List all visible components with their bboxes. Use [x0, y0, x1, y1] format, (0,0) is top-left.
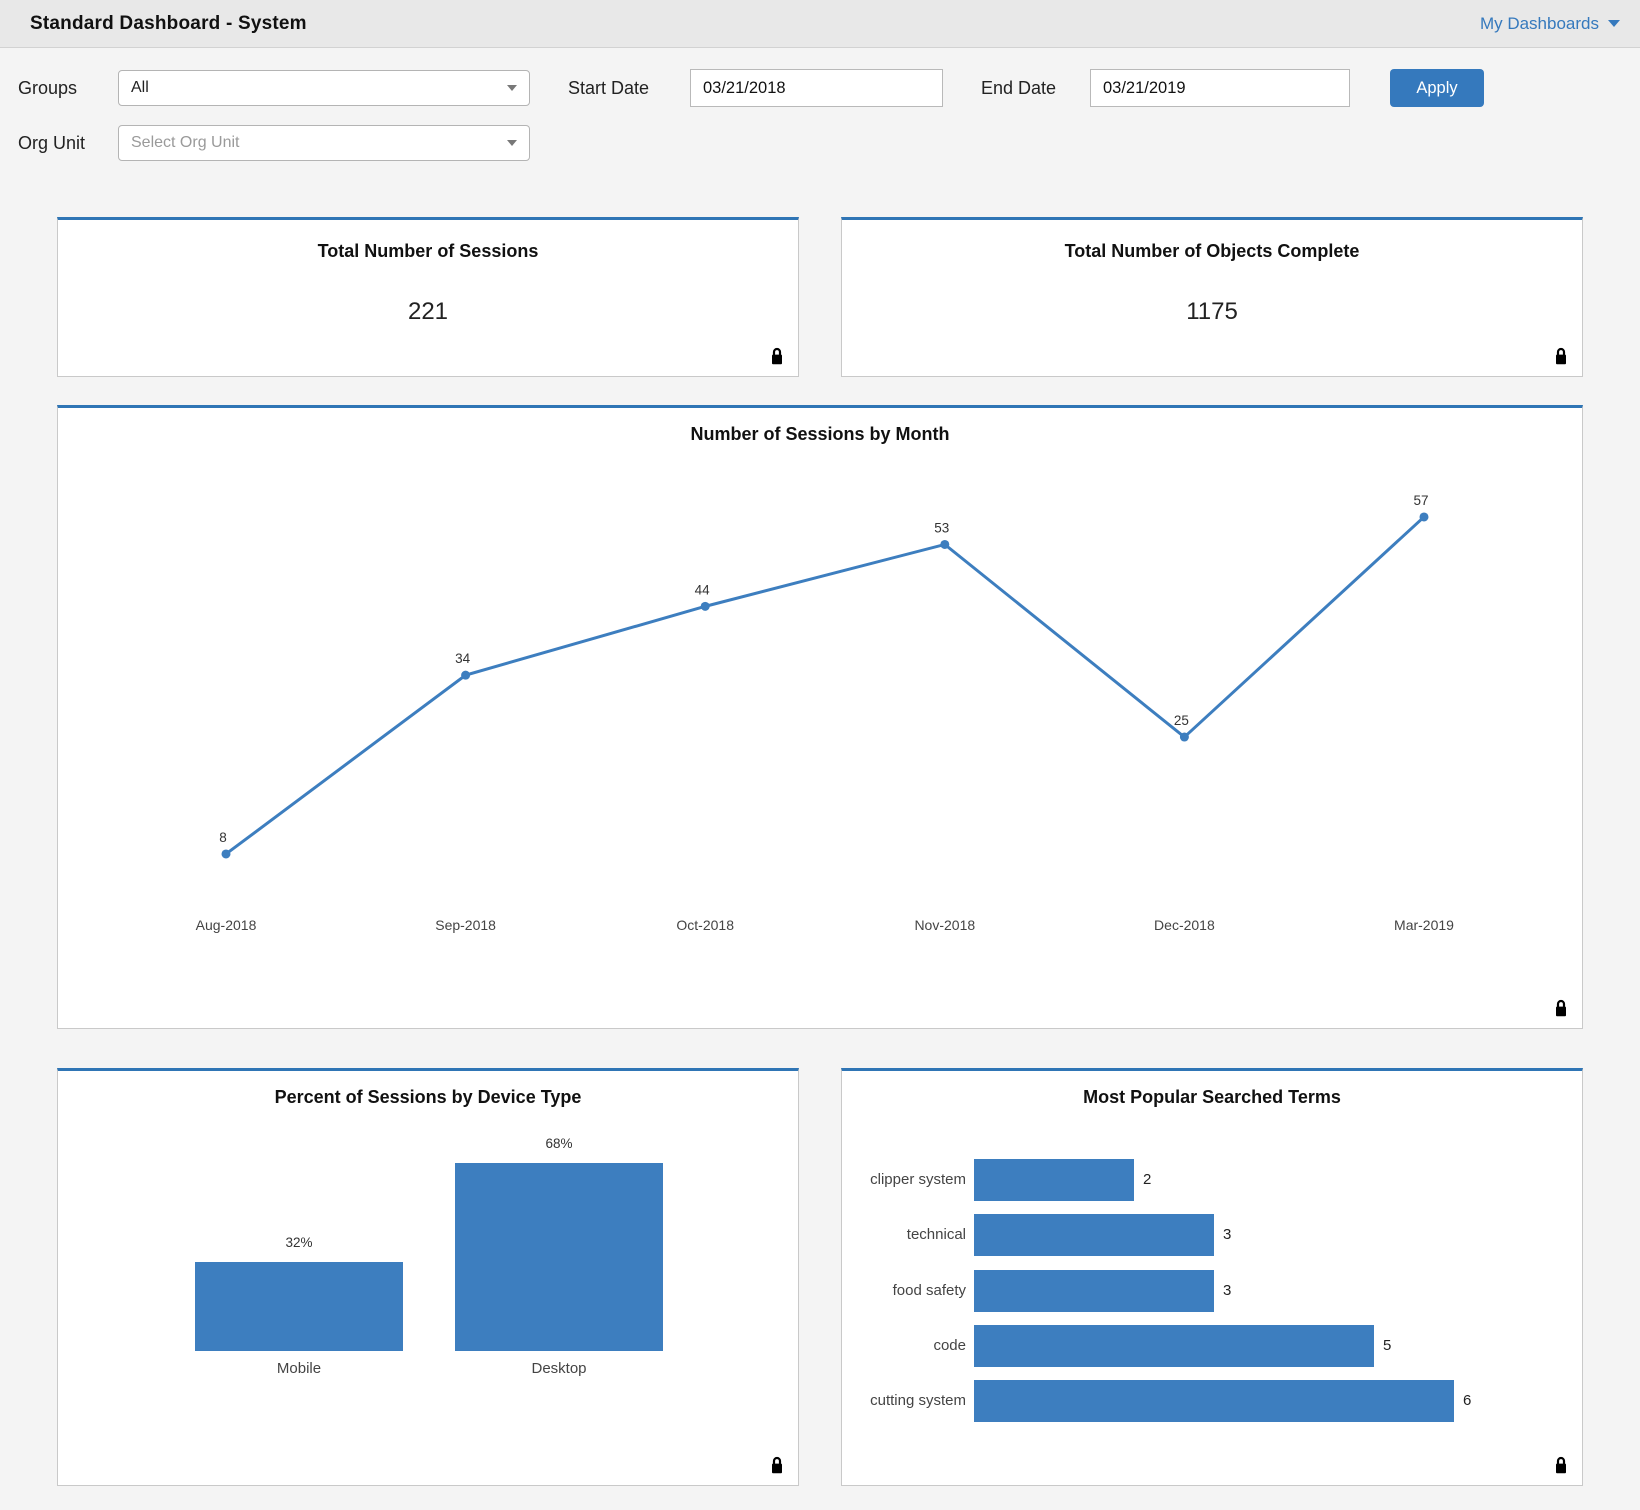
bar-value-label: 32%	[285, 1235, 313, 1250]
org-unit-select[interactable]: Select Org Unit	[118, 125, 530, 161]
chevron-down-icon	[507, 85, 517, 91]
app-header: Standard Dashboard - System My Dashboard…	[0, 0, 1640, 48]
chart-title: Percent of Sessions by Device Type	[274, 1087, 582, 1107]
device-bar[interactable]	[455, 1163, 663, 1351]
x-axis-tick-label: Desktop	[531, 1360, 587, 1377]
chart-title: Number of Sessions by Month	[690, 424, 950, 444]
y-axis-tick-label: code	[933, 1337, 966, 1354]
sessions-total-card: Total Number of Sessions 221	[57, 217, 799, 377]
searched-terms-panel: Most Popular Searched Terms clipper syst…	[841, 1068, 1583, 1486]
lock-icon	[1556, 1456, 1566, 1474]
device-type-bar-chart: 32% Mobile 68% Desktop	[58, 1071, 798, 1485]
end-date-label: End Date	[981, 78, 1057, 98]
y-axis-tick-label: cutting system	[870, 1392, 966, 1409]
x-axis-tick-label: Aug-2018	[196, 917, 257, 933]
term-bar[interactable]	[974, 1380, 1454, 1422]
bar-value-label: 3	[1223, 1282, 1232, 1299]
y-axis-tick-label: clipper system	[870, 1171, 966, 1188]
lock-icon	[772, 1456, 782, 1474]
device-bar[interactable]	[195, 1262, 403, 1351]
org-unit-label: Org Unit	[18, 133, 86, 153]
x-axis-tick-label: Dec-2018	[1154, 917, 1215, 933]
point-value-label: 34	[455, 651, 471, 666]
sessions-by-month-line-chart: 8 Aug-2018 34 Sep-2018 44 Oct-2018 53 Nov-2018 2…	[196, 493, 1455, 933]
my-dashboards-menu[interactable]: My Dashboards	[1480, 14, 1620, 34]
line-data-point[interactable]	[940, 539, 950, 549]
lock-icon	[1556, 999, 1566, 1017]
bar-value-label: 2	[1143, 1171, 1152, 1188]
x-axis-tick-label: Sep-2018	[435, 917, 496, 933]
x-axis-tick-label: Oct-2018	[676, 917, 734, 933]
term-bar[interactable]	[974, 1325, 1374, 1367]
point-value-label: 25	[1174, 713, 1189, 728]
sessions-by-month-panel: Number of Sessions by Month 8 Aug-2018 34 S…	[57, 405, 1583, 1029]
line-data-point[interactable]	[1419, 512, 1429, 522]
org-unit-select-placeholder: Select Org Unit	[131, 134, 240, 151]
bar-value-label: 3	[1223, 1226, 1232, 1243]
line-series	[225, 515, 1426, 856]
searched-terms-bar-chart: clipper system 2 technical 3 food safety 3 cod…	[842, 1071, 1582, 1485]
objects-complete-card: Total Number of Objects Complete 1175	[841, 217, 1583, 377]
card-title: Total Number of Objects Complete	[1064, 241, 1360, 261]
bar-value-label: 68%	[545, 1136, 573, 1151]
x-axis-tick-label: Mar-2019	[1394, 917, 1454, 933]
card-value: 1175	[1186, 298, 1238, 325]
line-data-point[interactable]	[461, 670, 471, 680]
page-title: Standard Dashboard - System	[30, 12, 307, 34]
point-value-label: 53	[934, 520, 949, 535]
groups-select[interactable]: All	[118, 70, 530, 106]
chevron-down-icon	[1608, 20, 1620, 27]
point-value-label: 8	[219, 830, 227, 845]
y-axis-tick-label: food safety	[892, 1282, 966, 1299]
line-data-point[interactable]	[221, 849, 231, 859]
term-bar[interactable]	[974, 1159, 1134, 1201]
x-axis-tick-label: Nov-2018	[914, 917, 975, 933]
groups-select-value: All	[131, 79, 149, 96]
bar-value-label: 6	[1463, 1392, 1472, 1409]
line-data-point[interactable]	[700, 601, 710, 611]
line-data-point[interactable]	[1179, 732, 1189, 742]
apply-button[interactable]: Apply	[1390, 69, 1484, 107]
lock-icon	[1556, 347, 1566, 365]
card-value: 221	[407, 298, 449, 325]
start-date-input[interactable]	[690, 69, 943, 107]
point-value-label: 57	[1413, 493, 1428, 508]
lock-icon	[772, 347, 782, 365]
device-type-panel: Percent of Sessions by Device Type 32% Mo…	[57, 1068, 799, 1486]
x-axis-tick-label: Mobile	[276, 1360, 322, 1377]
my-dashboards-label: My Dashboards	[1479, 13, 1599, 33]
end-date-input[interactable]	[1090, 69, 1350, 107]
chevron-down-icon	[507, 140, 517, 146]
term-bar[interactable]	[974, 1214, 1214, 1256]
groups-label: Groups	[18, 78, 78, 98]
y-axis-tick-label: technical	[906, 1226, 966, 1243]
point-value-label: 44	[695, 582, 711, 597]
chart-title: Most Popular Searched Terms	[1083, 1087, 1341, 1107]
term-bar[interactable]	[974, 1270, 1214, 1312]
start-date-label: Start Date	[568, 78, 650, 98]
bar-value-label: 5	[1383, 1337, 1392, 1354]
card-title: Total Number of Sessions	[317, 241, 539, 261]
